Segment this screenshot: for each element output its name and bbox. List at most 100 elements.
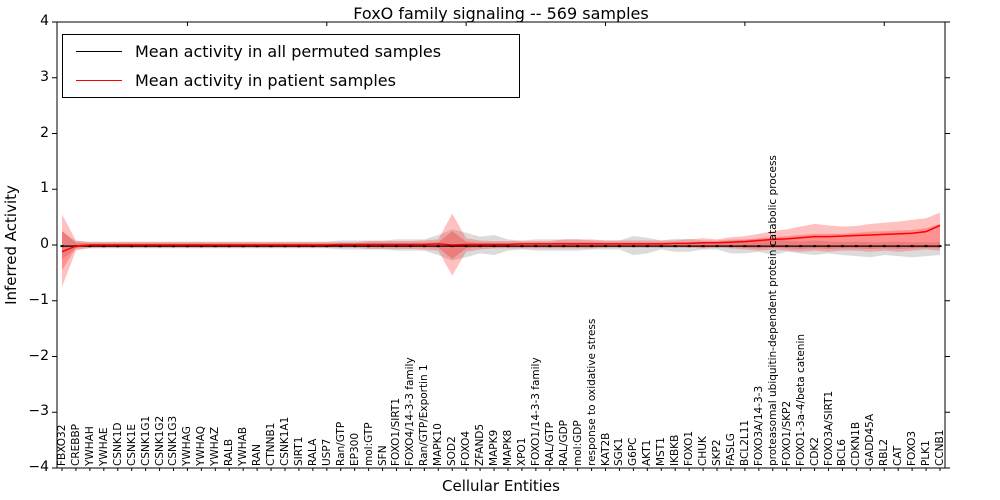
permuted-marker — [743, 245, 747, 248]
x-tick-label: FOXO1/SKP2 — [780, 400, 793, 466]
legend: Mean activity in all permuted samples Me… — [62, 34, 520, 98]
permuted-marker — [645, 245, 649, 248]
y-tick-label: 1 — [40, 180, 49, 197]
permuted-marker — [673, 245, 677, 248]
permuted-marker — [255, 245, 259, 248]
x-tick-label: SGK1 — [613, 437, 626, 466]
legend-label: Mean activity in all permuted samples — [135, 41, 442, 61]
permuted-marker — [102, 245, 106, 248]
permuted-marker — [631, 245, 635, 248]
permuted-marker — [422, 245, 426, 248]
permuted-marker — [353, 245, 357, 248]
x-tick-label: SKP2 — [711, 439, 724, 466]
permuted-marker — [311, 245, 315, 248]
permuted-marker — [534, 245, 538, 248]
permuted-marker — [116, 245, 120, 248]
permuted-marker — [617, 245, 621, 248]
x-tick-label: MAPK9 — [488, 429, 501, 466]
permuted-marker — [394, 245, 398, 248]
x-tick-label: SIRT1 — [292, 436, 305, 466]
x-tick-label: CSNK1D — [111, 422, 124, 466]
x-tick-label: CCNB1 — [934, 429, 946, 466]
x-tick-label: CHUK — [697, 436, 710, 466]
permuted-marker — [910, 245, 914, 248]
y-tick-label: −3 — [28, 403, 49, 420]
permuted-marker — [436, 245, 440, 248]
legend-item-permuted: Mean activity in all permuted samples — [63, 38, 519, 65]
x-tick-label: YWHAE — [97, 427, 110, 466]
x-tick-label: FOXO3A/14-3-3 — [752, 385, 765, 466]
x-tick-label: CDKN1B — [850, 421, 863, 466]
permuted-marker — [604, 245, 608, 248]
x-tick-label: CSNK1G1 — [139, 415, 152, 466]
x-tick-label: YWHAH — [83, 426, 96, 466]
x-tick-label: FOXO1 — [683, 430, 696, 466]
x-tick-label: RALA — [306, 438, 319, 466]
permuted-marker — [896, 245, 900, 248]
x-tick-label: BCL2L11 — [738, 419, 751, 466]
x-tick-label: FASLG — [724, 433, 737, 466]
permuted-marker — [144, 245, 148, 248]
permuted-marker — [325, 245, 329, 248]
x-tick-label: KAT2B — [599, 432, 612, 466]
x-tick-label: RAL/GDP — [557, 420, 570, 466]
permuted-marker — [799, 245, 803, 248]
x-tick-label: FOXO1-3a-4/beta catenin — [794, 333, 807, 466]
x-tick-label: YWHAZ — [209, 426, 222, 466]
permuted-marker — [813, 245, 817, 248]
x-tick-label: CSNK1E — [125, 423, 138, 466]
patient-mean-line — [61, 224, 941, 253]
y-tick-label: 3 — [40, 68, 49, 85]
permuted-marker — [590, 245, 594, 248]
permuted-marker — [185, 245, 189, 248]
x-tick-label: RBL2 — [878, 438, 891, 466]
permuted-marker — [464, 245, 468, 248]
permuted-marker — [827, 245, 831, 248]
permuted-marker — [701, 245, 705, 248]
x-tick-label: CSNK1G3 — [167, 415, 180, 466]
x-tick-label: RAL/GTP — [543, 422, 556, 466]
x-tick-label: ZFAND5 — [474, 423, 487, 466]
x-tick-label: CDK2 — [808, 437, 821, 466]
permuted-marker — [687, 245, 691, 248]
permuted-marker — [171, 245, 175, 248]
permuted-marker — [562, 245, 566, 248]
patient-samples-range-outer-band — [62, 212, 940, 287]
permuted-marker — [492, 245, 496, 248]
x-tick-label: FOXO1/14-3-3 family — [529, 357, 542, 466]
permuted-marker — [659, 245, 663, 248]
permuted-line-sample — [76, 50, 122, 52]
x-tick-label: MST1 — [655, 437, 668, 466]
permuted-marker — [854, 245, 858, 248]
x-tick-label: PLK1 — [920, 440, 933, 466]
permuted-marker — [213, 245, 217, 248]
permuted-marker — [506, 245, 510, 248]
x-tick-label: SFN — [376, 445, 389, 466]
permuted-marker — [771, 245, 775, 248]
permuted-marker — [227, 245, 231, 248]
permuted-marker — [381, 245, 385, 248]
x-tick-label: BCL6 — [836, 439, 849, 466]
permuted-marker — [450, 245, 454, 248]
patient-line-sample — [76, 80, 122, 82]
x-tick-label: SOD2 — [446, 436, 459, 466]
x-tick-label: IKBKB — [669, 434, 682, 466]
permuted-marker — [576, 245, 580, 248]
permuted-marker — [868, 245, 872, 248]
x-tick-label: MAPK10 — [432, 423, 445, 466]
permuted-marker — [241, 245, 245, 248]
legend-item-patient: Mean activity in patient samples — [63, 67, 519, 94]
x-tick-label: mol:GDP — [571, 420, 584, 466]
permuted-marker — [269, 245, 273, 248]
permuted-marker — [88, 245, 92, 248]
permuted-marker — [367, 245, 371, 248]
permuted-marker — [729, 245, 733, 248]
x-tick-label: FOXO1/SIRT1 — [390, 397, 403, 466]
legend-label: Mean activity in patient samples — [135, 71, 396, 91]
x-tick-label: CAT — [892, 445, 905, 466]
permuted-marker — [339, 245, 343, 248]
x-tick-label: CSNK1G2 — [153, 415, 166, 466]
x-tick-label: proteasomal ubiquitin-dependent protein … — [766, 155, 779, 466]
x-tick-label: XPO1 — [515, 437, 528, 466]
